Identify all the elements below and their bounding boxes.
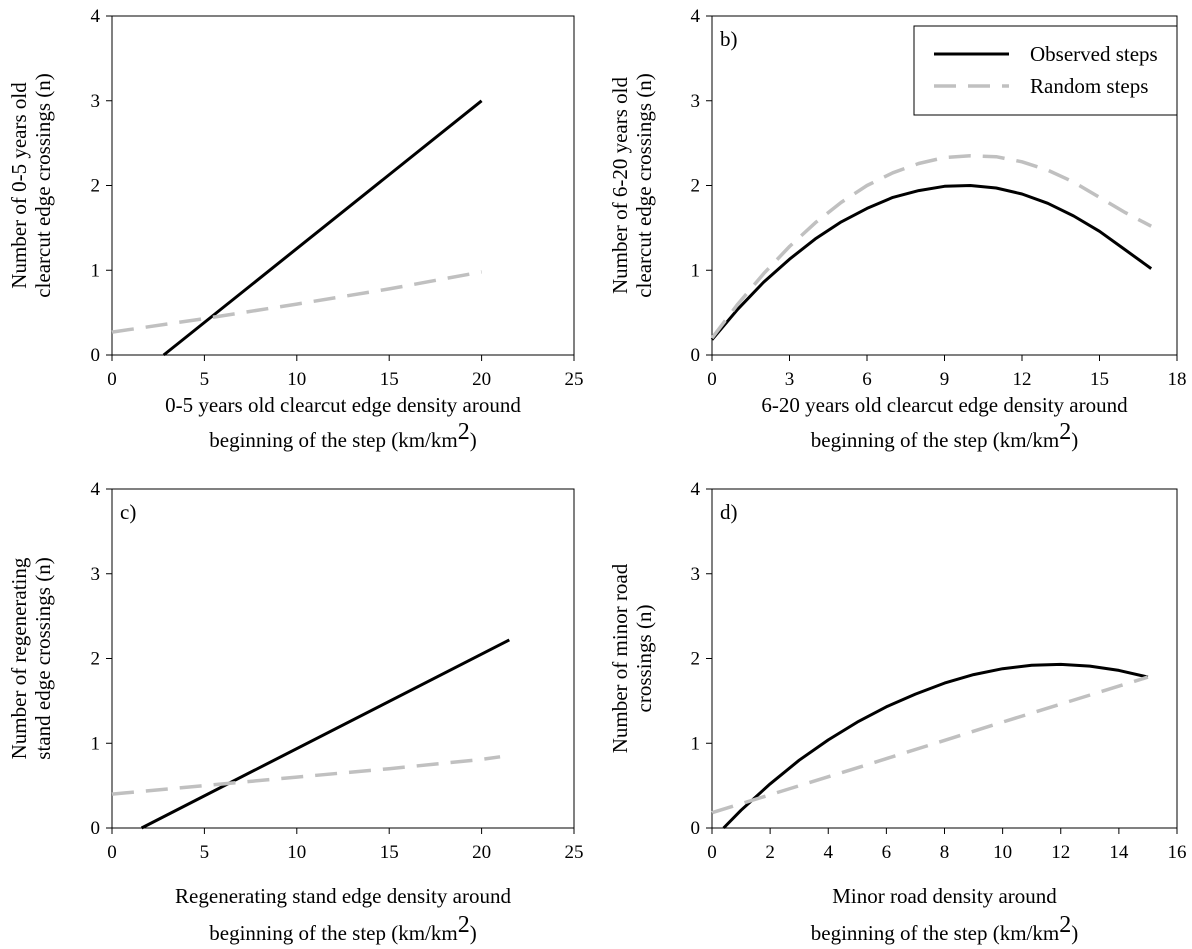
x-tick-label: 25 bbox=[565, 369, 584, 390]
x-tick-label: 15 bbox=[1090, 369, 1109, 390]
y-tick-label: 1 bbox=[91, 260, 101, 281]
series-line-random bbox=[111, 270, 482, 334]
x-tick-label: 8 bbox=[940, 842, 950, 863]
series-line-random bbox=[111, 755, 501, 796]
y-axis-title-line2: clearcut edge crossings (n) bbox=[632, 73, 656, 298]
y-tick-label: 4 bbox=[91, 479, 101, 500]
y-tick-label: 4 bbox=[691, 479, 701, 500]
x-tick-label: 4 bbox=[824, 842, 834, 863]
series-line-observed bbox=[722, 662, 1149, 830]
y-tick-label: 4 bbox=[91, 6, 101, 27]
panel-1: 0 1 2 3 4 0 5 10 15 20 25 0-5 years old clearcut ed… bbox=[7, 6, 584, 452]
panel-label: b) bbox=[720, 27, 738, 51]
legend: Observed steps Random steps bbox=[913, 25, 1178, 116]
y-tick-label: 1 bbox=[91, 733, 101, 754]
y-tick-label: 3 bbox=[91, 564, 101, 585]
x-tick-label: 15 bbox=[380, 842, 399, 863]
x-axis-title-line2: beginning of the step (km/km2) bbox=[811, 419, 1078, 452]
y-tick-label: 3 bbox=[91, 91, 101, 112]
x-tick-label: 14 bbox=[1109, 842, 1129, 863]
series-line-observed bbox=[710, 184, 1153, 341]
x-tick-label: 2 bbox=[765, 842, 775, 863]
series-line-observed bbox=[140, 638, 510, 830]
y-axis-title-line1: Number of minor road bbox=[608, 563, 632, 753]
y-axis-title-line2: crossings (n) bbox=[632, 605, 656, 713]
x-axis-title-line1: Regenerating stand edge density around bbox=[175, 884, 511, 908]
y-tick-label: 2 bbox=[91, 176, 101, 197]
panel-label: d) bbox=[720, 500, 738, 524]
x-tick-label: 10 bbox=[287, 369, 306, 390]
x-tick-label: 6 bbox=[862, 369, 872, 390]
x-tick-label: 6 bbox=[882, 842, 892, 863]
y-axis-title-line2: stand edge crossings (n) bbox=[31, 557, 55, 759]
x-tick-label: 0 bbox=[107, 842, 117, 863]
x-tick-label: 0 bbox=[107, 369, 117, 390]
x-tick-label: 20 bbox=[472, 842, 491, 863]
x-tick-label: 0 bbox=[707, 369, 717, 390]
y-axis-title-line1: Number of regenerating bbox=[7, 557, 31, 759]
y-tick-label: 1 bbox=[691, 260, 701, 281]
y-axis-title-line1: Number of 0-5 years old bbox=[7, 82, 31, 289]
x-tick-label: 9 bbox=[940, 369, 950, 390]
y-tick-label: 2 bbox=[691, 176, 701, 197]
y-tick-label: 3 bbox=[691, 91, 701, 112]
x-axis-title-line2: beginning of the step (km/km2) bbox=[811, 912, 1078, 945]
y-axis-title-line2: clearcut edge crossings (n) bbox=[31, 73, 55, 298]
x-axis-title-line1: 0-5 years old clearcut edge density arou… bbox=[165, 393, 521, 417]
y-axis-title-line1: Number of 6-20 years old bbox=[608, 77, 632, 294]
x-tick-label: 0 bbox=[707, 842, 717, 863]
x-tick-label: 12 bbox=[1051, 842, 1070, 863]
x-axis-title-line1: 6-20 years old clearcut edge density aro… bbox=[761, 393, 1128, 417]
x-axis-title-line2: beginning of the step (km/km2) bbox=[209, 419, 476, 452]
x-tick-label: 3 bbox=[785, 369, 795, 390]
legend-label: Random steps bbox=[1030, 74, 1148, 98]
x-tick-label: 16 bbox=[1168, 842, 1187, 863]
y-tick-label: 0 bbox=[691, 345, 701, 366]
panel-3: 0 1 2 3 4 0 5 10 15 20 25 c) Regenerating stand edge… bbox=[7, 479, 584, 945]
x-tick-label: 5 bbox=[200, 842, 210, 863]
plot-frame bbox=[711, 488, 1178, 829]
x-tick-label: 20 bbox=[472, 369, 491, 390]
legend-box bbox=[913, 25, 1178, 116]
y-tick-label: 2 bbox=[91, 649, 101, 670]
x-tick-label: 15 bbox=[380, 369, 399, 390]
x-axis-title-line2: beginning of the step (km/km2) bbox=[209, 912, 476, 945]
series-line-observed bbox=[162, 99, 483, 357]
legend-label: Observed steps bbox=[1030, 42, 1158, 66]
y-tick-label: 0 bbox=[91, 818, 101, 839]
series-line-random bbox=[711, 675, 1149, 815]
plot-frame bbox=[111, 488, 575, 829]
x-tick-label: 5 bbox=[200, 369, 210, 390]
x-tick-label: 18 bbox=[1168, 369, 1187, 390]
series-line-random bbox=[710, 154, 1153, 340]
x-tick-label: 10 bbox=[287, 842, 306, 863]
y-tick-label: 2 bbox=[691, 649, 701, 670]
y-tick-label: 3 bbox=[691, 564, 701, 585]
y-tick-label: 1 bbox=[691, 733, 701, 754]
plot-frame bbox=[111, 15, 575, 356]
y-tick-label: 0 bbox=[691, 818, 701, 839]
x-axis-title-line1: Minor road density around bbox=[832, 884, 1057, 908]
y-tick-label: 0 bbox=[91, 345, 101, 366]
x-tick-label: 25 bbox=[565, 842, 584, 863]
y-tick-label: 4 bbox=[691, 6, 701, 27]
panel-label: c) bbox=[120, 500, 136, 524]
x-tick-label: 10 bbox=[993, 842, 1012, 863]
x-tick-label: 12 bbox=[1013, 369, 1032, 390]
